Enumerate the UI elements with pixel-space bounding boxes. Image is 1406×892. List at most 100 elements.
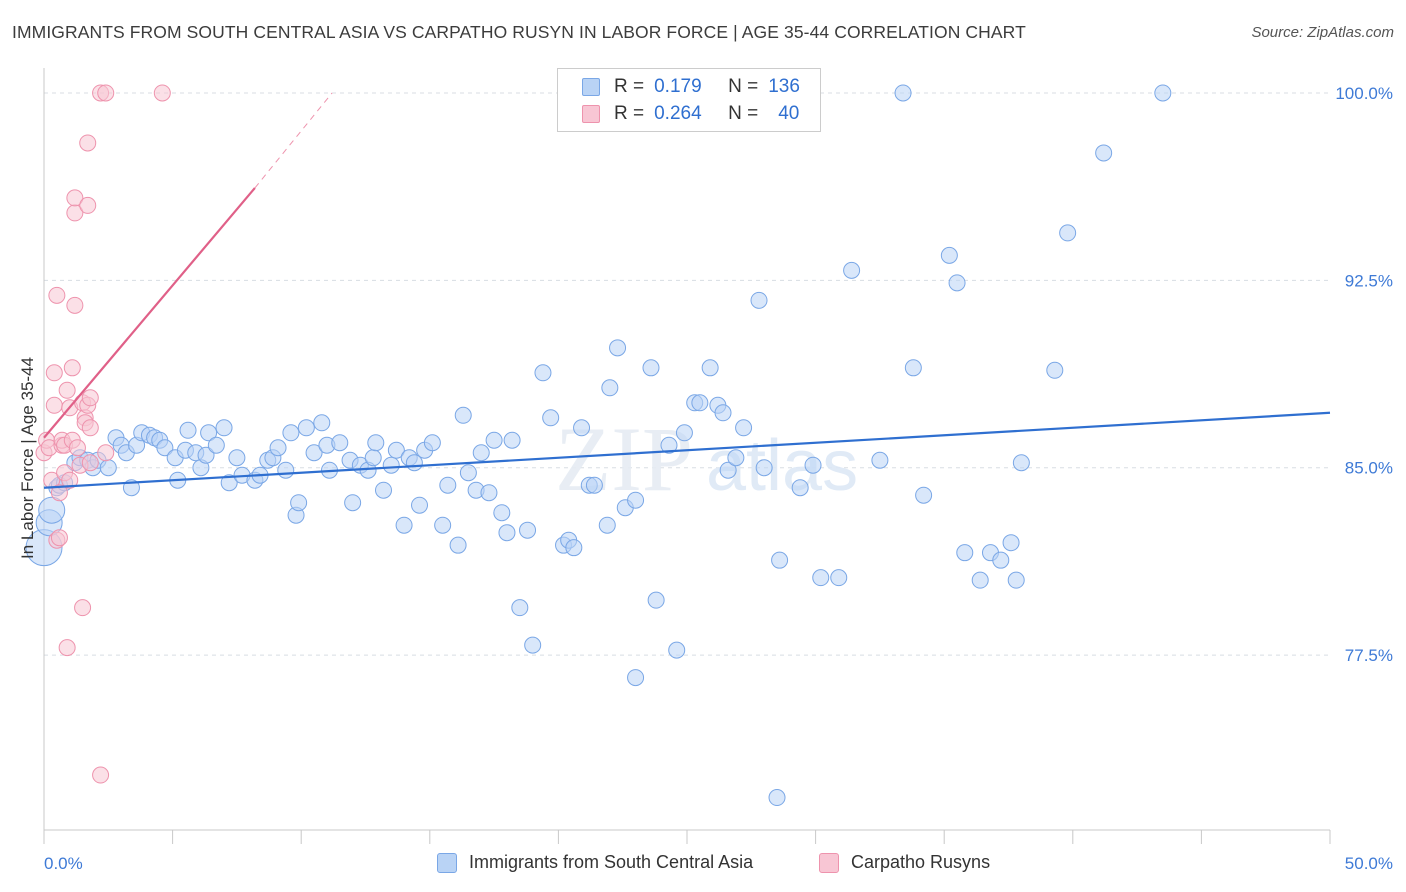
legend-n-label: N = [728,76,759,97]
x-tick-label: 0.0% [44,854,83,873]
y-tick-label: 100.0% [1335,84,1393,103]
data-point [904,359,922,377]
data-point [79,134,97,152]
data-point [153,84,171,102]
series-carpatho-rusyns [35,84,171,784]
data-point [791,479,809,497]
bottom-legend-label: Carpatho Rusyns [851,852,991,872]
legend-r-label: R = [614,76,645,97]
data-point [277,461,295,479]
data-point [61,471,79,489]
data-point [68,439,86,457]
data-point [627,491,645,509]
data-point [387,441,405,459]
data-point [971,571,989,589]
data-point [331,434,349,452]
grid-lines [44,92,1330,656]
data-point [375,481,393,499]
data-point [382,456,400,474]
x-tick-label: 50.0% [1345,854,1393,873]
bottom-legend-item-south-central-asia: Immigrants from South Central Asia [437,852,753,873]
data-point [871,451,889,469]
trend-line-carpatho-rusyns [43,187,256,439]
data-point [215,419,233,437]
data-point [727,449,745,467]
data-point [691,394,709,412]
legend-r-value: 0.179 [654,76,702,97]
data-point [197,446,215,464]
data-point [714,404,732,422]
data-point [63,359,81,377]
trend-lines [43,92,1331,489]
source-credit: Source: ZipAtlas.com [1251,24,1394,41]
data-point [668,641,686,659]
data-point [200,424,218,442]
legend-r-label: R = [614,103,645,124]
legend-n-value: 40 [778,103,800,124]
data-point [830,569,848,587]
data-point [79,196,97,214]
bottom-legend-item-carpatho-rusyns: Carpatho Rusyns [819,852,990,873]
data-point [940,246,958,264]
bottom-legend-swatch-blue [437,852,457,873]
data-point [344,494,362,512]
legend-row-south-central-asia: R = 0.179 N = 136 [582,73,800,101]
data-point [647,591,665,609]
data-point [915,486,933,504]
data-point [50,484,68,502]
data-point [565,539,583,557]
data-point [573,419,591,437]
legend-row-carpatho-rusyns: R = 0.264 N = 40 [582,100,799,128]
data-point [97,444,115,462]
data-point [660,436,678,454]
data-point [542,409,560,427]
data-point [179,421,197,439]
data-point [534,364,552,382]
data-point [948,274,966,292]
y-tick-label: 92.5% [1345,271,1393,290]
chart-title: IMMIGRANTS FROM SOUTH CENTRAL ASIA VS CA… [12,22,1026,42]
data-point [297,419,315,437]
data-point [156,439,174,457]
data-point [768,789,786,807]
data-point [511,599,529,617]
data-point [601,379,619,397]
data-point [755,459,773,477]
data-point [81,419,99,437]
data-point [99,459,117,477]
data-point [439,476,457,494]
data-point [843,261,861,279]
data-point [58,381,76,399]
bottom-legend-swatch-pink [819,852,839,873]
data-point [735,419,753,437]
data-point [804,456,822,474]
data-point [598,516,616,534]
data-point [1154,84,1172,102]
data-point [992,551,1010,569]
data-point [66,189,84,207]
data-point [449,536,467,554]
data-point [894,84,912,102]
data-point [48,286,66,304]
data-point [305,444,323,462]
data-point [423,434,441,452]
data-point [519,521,537,539]
data-point [1046,361,1064,379]
data-point [290,494,308,512]
data-point [45,396,63,414]
data-point [282,424,300,442]
data-point [956,544,974,562]
data-point [701,359,719,377]
data-point [45,364,63,382]
data-point [498,524,516,542]
data-point [1007,571,1025,589]
legend-n-value: 136 [768,76,800,97]
tick-labels: 77.5% 85.0% 92.5% 100.0% 0.0% 50.0% [44,84,1393,873]
data-point [459,464,477,482]
y-tick-label: 85.0% [1345,459,1393,478]
data-point [454,406,472,424]
data-point [812,569,830,587]
data-point [627,669,645,687]
legend-swatch-blue [582,78,600,96]
